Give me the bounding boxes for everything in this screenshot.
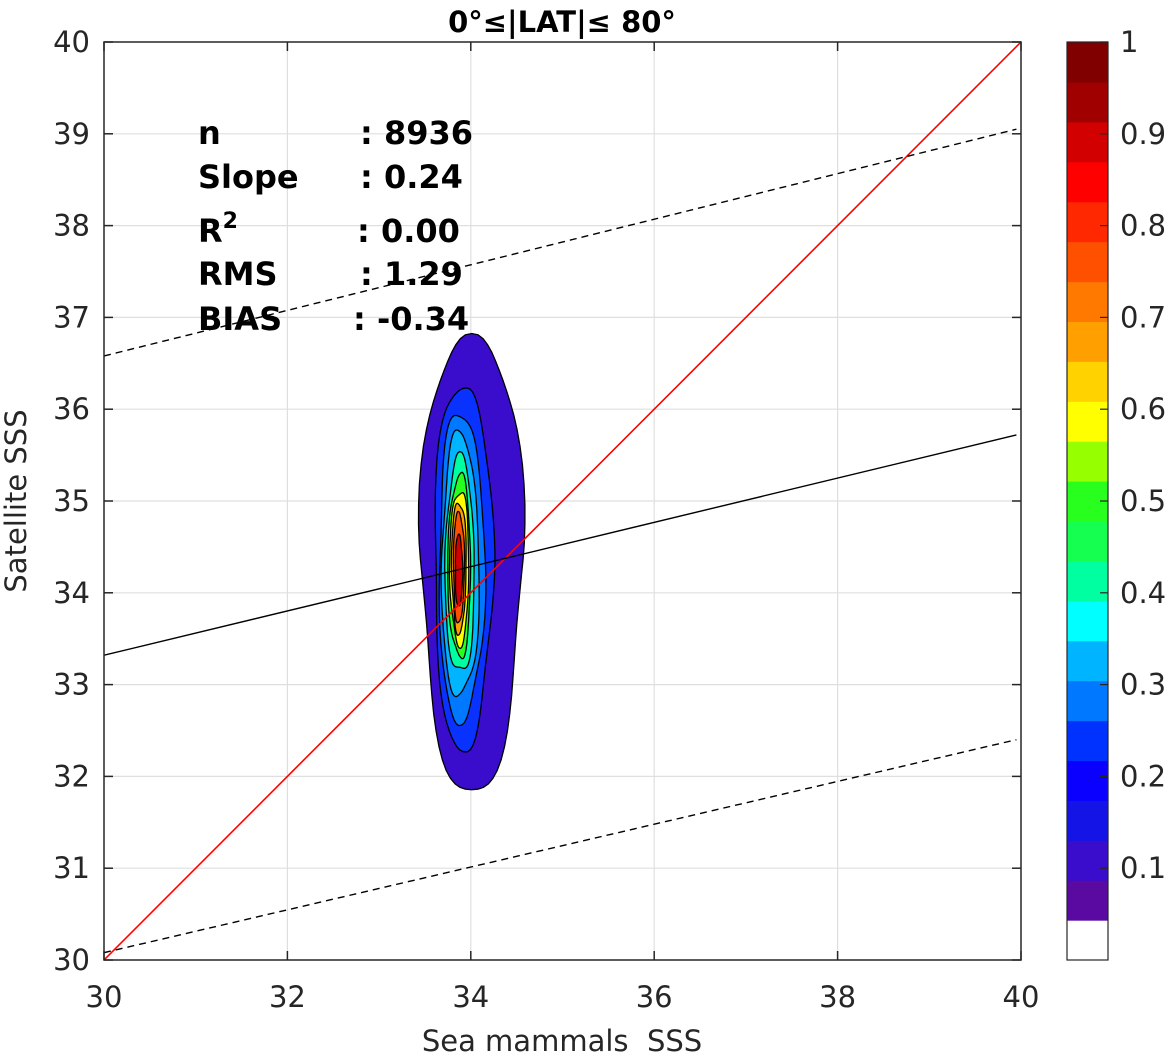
stat-label-superscript: 2 xyxy=(223,209,238,234)
y-tick-label: 30 xyxy=(53,943,90,977)
colorbar-segment xyxy=(1067,401,1108,442)
y-tick-label: 32 xyxy=(53,759,90,793)
regression-line xyxy=(104,434,1017,656)
y-tick-label: 33 xyxy=(53,668,90,702)
colorbar-tick-label: 0.9 xyxy=(1120,117,1166,151)
y-tick-label: 31 xyxy=(53,851,90,885)
density-contours xyxy=(417,332,526,791)
stat-value: : 1.29 xyxy=(360,255,463,293)
stat-label: BIAS xyxy=(198,300,282,338)
colorbar-segment xyxy=(1067,600,1108,642)
stat-label: Slope xyxy=(198,158,299,196)
stat-label: RMS xyxy=(198,255,278,293)
colorbar-tick-label: 0.8 xyxy=(1120,209,1166,243)
colorbar-segment xyxy=(1067,201,1108,243)
stat-value: : 8936 xyxy=(360,114,473,152)
colorbar-segment xyxy=(1067,640,1108,682)
colorbar-tick-label: 0.1 xyxy=(1120,851,1166,885)
axis-ticks: 30 32 34 36 38 40 30 31 32 33 34 35 36 37 38 39 40 xyxy=(53,25,1039,1014)
stat-label: R2 xyxy=(198,209,238,250)
stat-value: : 0.00 xyxy=(357,212,460,250)
y-tick-label: 35 xyxy=(53,484,90,518)
chart-title: 0°≤|LAT|≤ 80° xyxy=(448,5,676,39)
y-tick-label: 34 xyxy=(53,576,90,610)
colorbar-segment xyxy=(1067,560,1108,602)
x-axis-label: Sea mammals SSS xyxy=(422,1024,702,1055)
y-tick-label: 40 xyxy=(53,25,90,59)
stat-label: n xyxy=(198,114,221,152)
x-tick-label: 38 xyxy=(819,980,856,1014)
colorbar-segment xyxy=(1067,241,1108,283)
colorbar-tick-label: 0.2 xyxy=(1120,759,1166,793)
y-tick-label: 36 xyxy=(53,392,90,426)
colorbar-segment xyxy=(1067,920,1108,961)
colorbar-segment xyxy=(1067,840,1108,881)
colorbar-tick-label: 0.5 xyxy=(1120,484,1166,518)
colorbar-tick-label: 0.6 xyxy=(1120,392,1166,426)
colorbar-segment xyxy=(1067,880,1108,921)
x-tick-label: 40 xyxy=(1003,980,1040,1014)
lower-bound-line xyxy=(104,738,1017,954)
colorbar-segment xyxy=(1067,281,1108,322)
y-tick-label: 37 xyxy=(53,300,90,334)
colorbar-segment xyxy=(1067,520,1108,562)
colorbar-segment xyxy=(1067,81,1108,123)
x-tick-label: 34 xyxy=(452,980,489,1014)
colorbar-tick-label: 0.4 xyxy=(1120,576,1166,610)
colorbar-segment xyxy=(1067,361,1108,402)
x-tick-label: 30 xyxy=(86,980,123,1014)
colorbar-segment xyxy=(1067,161,1108,203)
colorbar-tick-label: 0.7 xyxy=(1120,300,1166,334)
one-to-one-line xyxy=(104,42,1021,960)
colorbar-segment xyxy=(1067,321,1108,362)
stat-value: : 0.24 xyxy=(360,158,463,196)
colorbar-tick-label: 0.3 xyxy=(1120,668,1166,702)
colorbar-segment xyxy=(1067,680,1108,722)
colorbar: 0.1 0.2 0.3 0.4 0.5 0.6 0.7 0.8 0.9 1 xyxy=(1066,25,1166,961)
y-tick-label: 38 xyxy=(53,209,90,243)
y-axis-label: Satellite SSS xyxy=(0,409,33,592)
colorbar-tick-label: 1 xyxy=(1120,25,1138,59)
colorbar-segment xyxy=(1067,121,1108,163)
stat-value: : -0.34 xyxy=(353,300,469,338)
colorbar-segment xyxy=(1067,441,1108,482)
colorbar-segment xyxy=(1067,42,1108,83)
y-tick-label: 39 xyxy=(53,117,90,151)
colorbar-segment xyxy=(1067,720,1108,762)
fit-lines xyxy=(104,42,1021,960)
x-tick-label: 32 xyxy=(269,980,306,1014)
colorbar-segment xyxy=(1067,760,1108,801)
upper-bound-line xyxy=(104,128,1017,357)
colorbar-segment xyxy=(1067,800,1108,841)
x-tick-label: 36 xyxy=(636,980,673,1014)
